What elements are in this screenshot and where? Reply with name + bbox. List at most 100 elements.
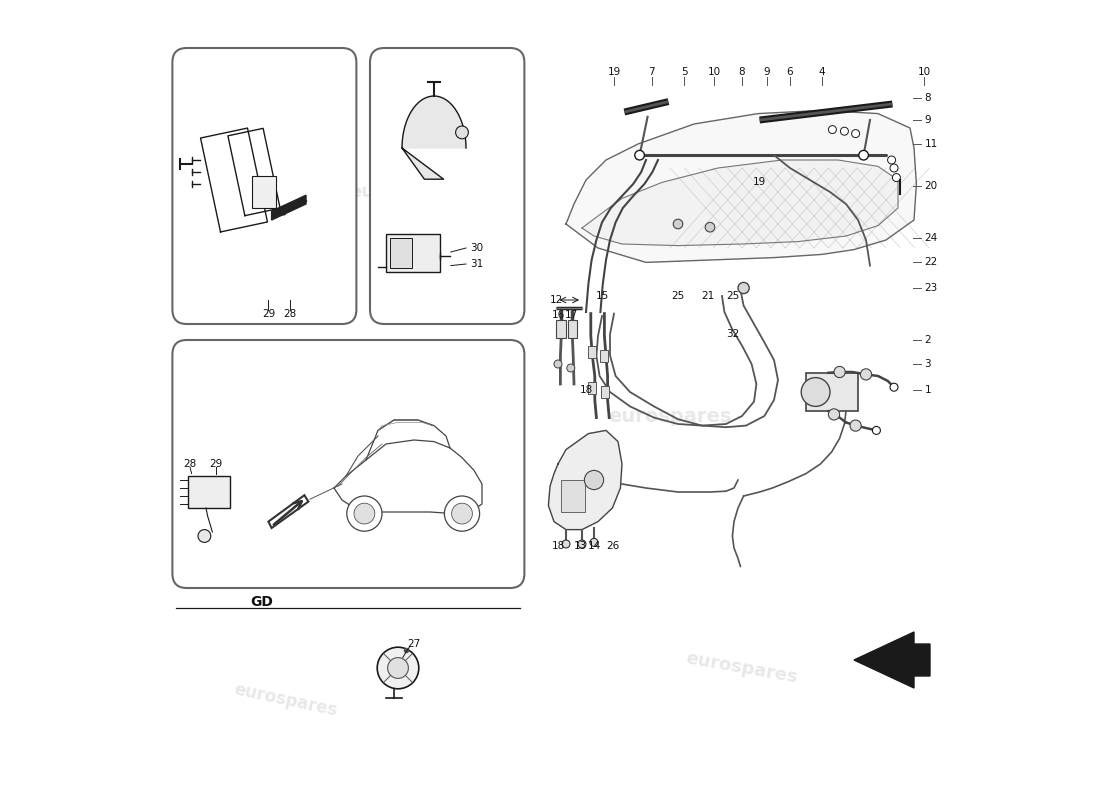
Bar: [670, 168, 870, 248]
Bar: [557, 320, 566, 338]
Text: 14: 14: [588, 541, 602, 550]
Text: 19: 19: [754, 178, 767, 187]
Bar: [588, 382, 596, 394]
Text: 5: 5: [681, 67, 688, 77]
Text: 9: 9: [924, 115, 931, 125]
Circle shape: [578, 540, 586, 548]
Text: 4: 4: [818, 67, 825, 77]
Text: 17: 17: [565, 310, 579, 320]
Text: 27: 27: [407, 639, 420, 649]
Bar: [390, 238, 412, 268]
Text: 32: 32: [727, 330, 740, 339]
Circle shape: [834, 366, 845, 378]
Text: 23: 23: [924, 283, 937, 293]
Text: 8: 8: [739, 67, 746, 77]
Text: eurospares: eurospares: [233, 680, 339, 720]
Circle shape: [635, 150, 645, 160]
Polygon shape: [549, 430, 621, 530]
Text: 28: 28: [184, 459, 197, 469]
Circle shape: [859, 150, 868, 160]
Circle shape: [872, 426, 880, 434]
Circle shape: [562, 540, 570, 548]
Circle shape: [566, 364, 575, 372]
FancyBboxPatch shape: [173, 340, 525, 588]
Text: 12: 12: [550, 295, 563, 305]
Circle shape: [554, 360, 562, 368]
Text: 29: 29: [209, 459, 222, 469]
Text: eurospares: eurospares: [218, 183, 331, 201]
Text: 1: 1: [924, 386, 931, 395]
Circle shape: [705, 222, 715, 232]
Text: eurospares: eurospares: [608, 406, 732, 426]
Text: 30: 30: [470, 243, 483, 253]
Text: eurospares: eurospares: [684, 650, 800, 686]
Bar: [252, 176, 276, 208]
Bar: [806, 373, 858, 411]
Text: 28: 28: [284, 310, 297, 319]
Text: 2: 2: [924, 335, 931, 345]
Text: 13: 13: [574, 541, 587, 550]
Bar: [601, 350, 608, 362]
Circle shape: [840, 127, 848, 135]
Bar: [386, 234, 440, 272]
Text: GD: GD: [251, 594, 274, 609]
Text: 6: 6: [786, 67, 793, 77]
Text: 16: 16: [551, 310, 564, 320]
Circle shape: [673, 219, 683, 229]
Circle shape: [444, 496, 480, 531]
Circle shape: [738, 282, 749, 294]
Text: 22: 22: [924, 258, 937, 267]
Circle shape: [590, 538, 598, 546]
Circle shape: [377, 647, 419, 689]
Circle shape: [452, 503, 472, 524]
Circle shape: [860, 369, 871, 380]
FancyBboxPatch shape: [370, 48, 525, 324]
Text: 15: 15: [595, 291, 608, 301]
Circle shape: [828, 409, 839, 420]
Text: 29: 29: [262, 310, 275, 319]
Text: 10: 10: [707, 67, 721, 77]
Text: 25: 25: [727, 291, 740, 301]
Text: 25: 25: [671, 291, 684, 301]
Circle shape: [455, 126, 469, 139]
Text: 20: 20: [924, 181, 937, 190]
Bar: [568, 320, 578, 338]
Polygon shape: [854, 632, 930, 688]
Circle shape: [888, 156, 895, 164]
Bar: [188, 476, 230, 508]
Circle shape: [584, 470, 604, 490]
Text: 31: 31: [470, 259, 483, 269]
Text: 8: 8: [924, 93, 931, 102]
Circle shape: [890, 383, 898, 391]
Text: 3: 3: [924, 359, 931, 369]
Text: 11: 11: [924, 139, 937, 149]
Circle shape: [387, 658, 408, 678]
Text: 21: 21: [701, 291, 714, 301]
Polygon shape: [272, 195, 306, 220]
Text: 26: 26: [606, 541, 619, 550]
Text: 9: 9: [763, 67, 770, 77]
Circle shape: [801, 378, 830, 406]
Text: 18: 18: [580, 386, 593, 395]
Text: eurospares: eurospares: [350, 183, 463, 201]
Text: eurospares: eurospares: [218, 463, 331, 481]
Circle shape: [198, 530, 211, 542]
Bar: [561, 480, 585, 512]
FancyBboxPatch shape: [173, 48, 356, 324]
Circle shape: [346, 496, 382, 531]
Text: 7: 7: [648, 67, 654, 77]
Bar: [602, 386, 609, 398]
Polygon shape: [582, 160, 898, 246]
Text: 19: 19: [607, 67, 620, 77]
Text: 18: 18: [551, 541, 564, 550]
Circle shape: [850, 420, 861, 431]
Circle shape: [851, 130, 859, 138]
Bar: [587, 346, 595, 358]
Polygon shape: [566, 110, 916, 262]
Circle shape: [354, 503, 375, 524]
Text: 10: 10: [917, 67, 931, 77]
Circle shape: [828, 126, 836, 134]
Polygon shape: [402, 96, 466, 179]
Text: 24: 24: [924, 233, 937, 242]
Circle shape: [892, 174, 901, 182]
